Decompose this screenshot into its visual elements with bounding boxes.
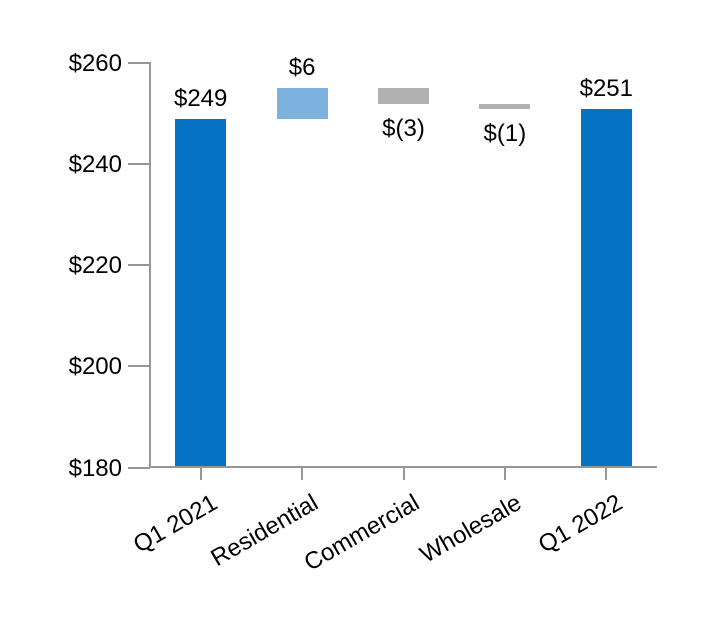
bar-q1-2022 xyxy=(580,108,632,468)
y-tick-mark xyxy=(128,162,150,165)
y-tick-mark xyxy=(128,365,150,368)
y-tick-label: $240 xyxy=(68,150,122,178)
bar-q1-2021 xyxy=(175,118,227,468)
bar-value-label-commercial: $(3) xyxy=(382,114,425,142)
y-tick-label: $180 xyxy=(68,454,122,482)
y-tick-mark xyxy=(128,264,150,266)
x-tick-mark xyxy=(199,468,202,480)
y-tick-label: $200 xyxy=(68,353,122,381)
y-tick-mark xyxy=(128,61,150,64)
y-axis-line xyxy=(149,62,151,468)
y-tick-label: $260 xyxy=(68,49,122,77)
bar-residential xyxy=(276,88,328,119)
bar-value-label-q1-2021: $249 xyxy=(173,84,228,112)
bar-value-label-q1-2022: $251 xyxy=(579,74,633,102)
x-tick-mark xyxy=(605,468,608,480)
bar-wholesale xyxy=(479,103,531,109)
bar-value-label-residential: $6 xyxy=(288,54,316,82)
x-tick-mark xyxy=(503,468,506,480)
x-category-label-wholesale: Wholesale xyxy=(415,489,526,569)
x-category-label-q1-2022: Q1 2022 xyxy=(534,489,628,559)
y-tick-mark xyxy=(128,466,150,469)
x-tick-mark xyxy=(301,468,304,480)
y-tick-label: $220 xyxy=(68,252,122,279)
x-category-label-commercial: Commercial xyxy=(300,489,425,577)
x-tick-mark xyxy=(402,468,405,480)
bar-commercial xyxy=(378,88,429,104)
x-axis-line xyxy=(150,466,657,468)
bar-value-label-wholesale: $(1) xyxy=(483,119,527,147)
